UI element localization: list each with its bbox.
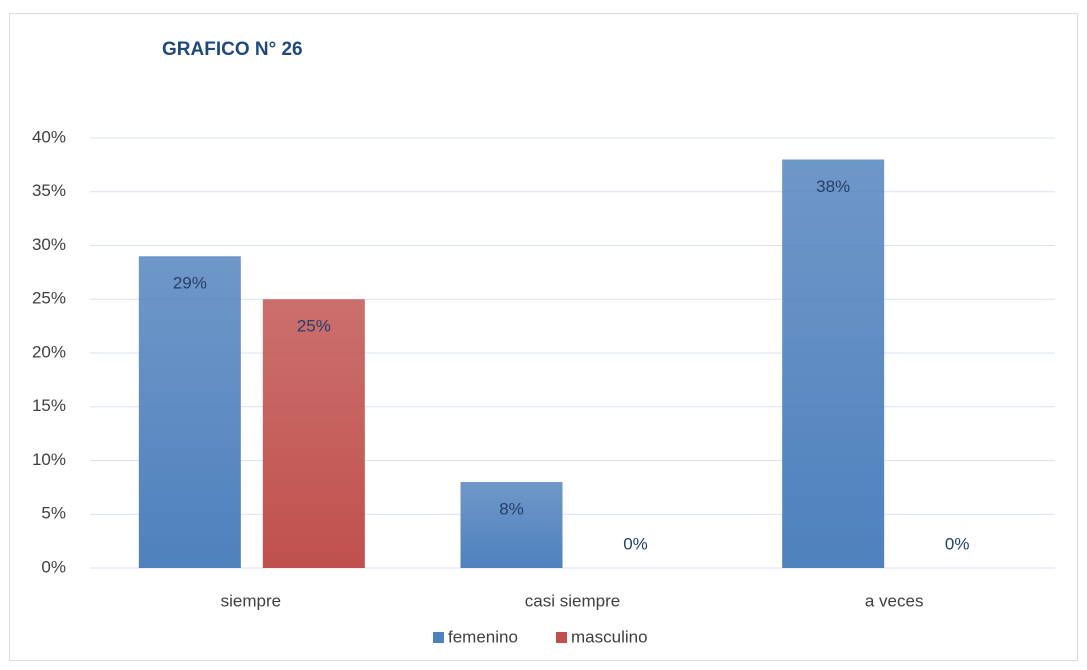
y-tick-label: 10% — [32, 450, 66, 469]
value-label: 0% — [945, 534, 970, 553]
legend-label: femenino — [448, 627, 518, 646]
y-tick-label: 15% — [32, 396, 66, 415]
y-tick-label: 0% — [41, 557, 66, 576]
legend-swatch — [433, 632, 444, 643]
value-label: 8% — [499, 499, 524, 518]
value-label: 29% — [173, 274, 207, 293]
bar — [138, 256, 241, 568]
bar — [782, 159, 885, 568]
value-label: 0% — [623, 534, 648, 553]
y-tick-label: 5% — [41, 504, 66, 523]
y-tick-label: 25% — [32, 289, 66, 308]
y-tick-label: 30% — [32, 235, 66, 254]
x-tick-label: casi siempre — [525, 591, 620, 610]
bar — [460, 482, 563, 568]
legend-swatch — [556, 632, 567, 643]
y-tick-label: 35% — [32, 181, 66, 200]
y-tick-label: 20% — [32, 342, 66, 361]
x-tick-label: siempre — [221, 591, 281, 610]
bar — [262, 299, 365, 568]
value-label: 38% — [816, 177, 850, 196]
legend-label: masculino — [571, 627, 648, 646]
value-label: 25% — [297, 317, 331, 336]
y-tick-label: 40% — [32, 127, 66, 146]
chart-title: GRAFICO N° 26 — [162, 39, 303, 60]
x-tick-label: a veces — [865, 591, 924, 610]
